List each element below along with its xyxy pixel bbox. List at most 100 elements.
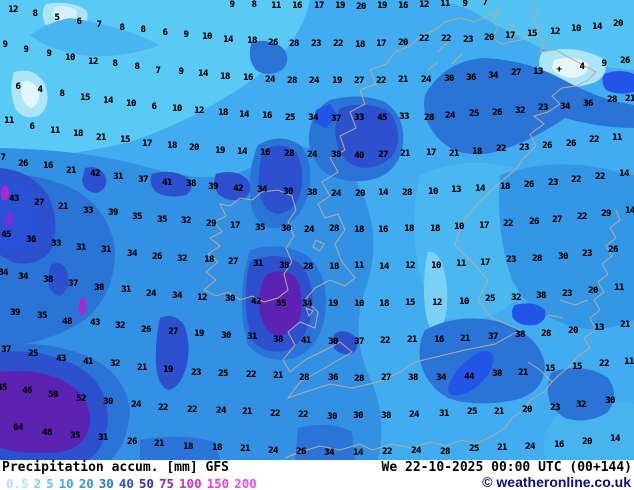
grid-value: 20 bbox=[484, 33, 494, 43]
grid-value: 15 bbox=[405, 298, 415, 308]
grid-value: 24 bbox=[421, 75, 431, 85]
grid-value: 8 bbox=[134, 62, 140, 72]
grid-value: 14 bbox=[379, 262, 389, 272]
grid-value: 27 bbox=[552, 215, 562, 225]
grid-value: 36 bbox=[583, 99, 593, 109]
grid-value: 26 bbox=[524, 180, 534, 190]
map-datetime: We 22-10-2025 00:00 UTC (00+144) bbox=[381, 460, 632, 475]
grid-value: 34 bbox=[324, 448, 334, 458]
grid-value: 28 bbox=[541, 329, 551, 339]
grid-value: 6 bbox=[151, 102, 157, 112]
grid-value: 18 bbox=[404, 224, 414, 234]
grid-value: 23 bbox=[582, 249, 592, 259]
grid-value: 10 bbox=[65, 53, 75, 63]
grid-value: 28 bbox=[289, 39, 299, 49]
grid-value: 22 bbox=[380, 336, 390, 346]
grid-value: 64 bbox=[13, 423, 23, 433]
grid-value: 31 bbox=[121, 285, 131, 295]
grid-value: 21 bbox=[497, 443, 507, 453]
grid-value: 8 bbox=[119, 23, 125, 33]
grid-value: 10 bbox=[172, 104, 182, 114]
grid-value: 48 bbox=[42, 428, 52, 438]
grid-value: 14 bbox=[103, 96, 113, 106]
grid-value: 18 bbox=[73, 129, 83, 139]
grid-value: 9 bbox=[178, 67, 184, 77]
grid-value: 22 bbox=[246, 370, 256, 380]
grid-value: 28 bbox=[402, 188, 412, 198]
grid-value: 29 bbox=[206, 219, 216, 229]
grid-value: 19 bbox=[332, 76, 342, 86]
legend-scale: 0.5 2 5 10 20 30 40 50 75 100 150 200 bbox=[0, 473, 262, 490]
grid-value: 14 bbox=[625, 206, 634, 216]
grid-value: 38 bbox=[94, 283, 104, 293]
grid-value: 35 bbox=[157, 215, 167, 225]
grid-value: 11 bbox=[50, 126, 60, 136]
grid-value: 15 bbox=[527, 29, 537, 39]
grid-value: 39 bbox=[10, 308, 20, 318]
grid-value: 25 bbox=[469, 109, 479, 119]
legend-value: 0.5 bbox=[6, 475, 29, 490]
grid-value: 24 bbox=[265, 75, 275, 85]
grid-value: 25 bbox=[467, 407, 477, 417]
grid-value: 8 bbox=[140, 25, 146, 35]
grid-value: 5 bbox=[54, 13, 60, 23]
grid-value: 20 bbox=[356, 2, 366, 12]
grid-value: 8 bbox=[59, 89, 65, 99]
grid-value: 19 bbox=[163, 365, 173, 375]
grid-value: 24 bbox=[131, 400, 141, 410]
grid-value: 21 bbox=[620, 320, 630, 330]
grid-value: 15 bbox=[545, 364, 555, 374]
copyright-link[interactable]: © weatheronline.co.uk bbox=[482, 474, 631, 490]
grid-value: 31 bbox=[113, 172, 123, 182]
grid-value: 27 bbox=[381, 373, 391, 383]
grid-value: 38 bbox=[307, 188, 317, 198]
grid-value: 26 bbox=[620, 56, 630, 66]
legend-value: 10 bbox=[58, 475, 74, 490]
grid-value: 45 bbox=[1, 230, 11, 240]
grid-value: 7 bbox=[0, 153, 6, 163]
caption-row-2: 0.5 2 5 10 20 30 40 50 75 100 150 200 © weatheronli… bbox=[0, 474, 634, 490]
grid-value: 26 bbox=[566, 139, 576, 149]
grid-value: 37 bbox=[354, 337, 364, 347]
grid-value: 17 bbox=[426, 148, 436, 158]
grid-value: 32 bbox=[177, 254, 187, 264]
grid-value: 32 bbox=[115, 321, 125, 331]
grid-value: 18 bbox=[379, 299, 389, 309]
grid-value: 25 bbox=[218, 369, 228, 379]
caption-bar: Precipitation accum. [mm] GFS We 22-10-2… bbox=[0, 460, 634, 490]
grid-value: 26 bbox=[296, 447, 306, 457]
grid-value: 31 bbox=[253, 259, 263, 269]
grid-value: 26 bbox=[492, 108, 502, 118]
grid-value: 7 bbox=[482, 0, 488, 8]
grid-value: 10 bbox=[428, 187, 438, 197]
grid-value: 18 bbox=[218, 108, 228, 118]
caption-row-1: Precipitation accum. [mm] GFS We 22-10-2… bbox=[0, 460, 634, 475]
grid-value: 26 bbox=[542, 141, 552, 151]
legend-value: 150 bbox=[206, 475, 230, 490]
grid-value: 30 bbox=[328, 337, 338, 347]
grid-value: 34 bbox=[308, 113, 318, 123]
grid-value: 6 bbox=[29, 122, 35, 132]
grid-value: 21 bbox=[154, 439, 164, 449]
grid-value: 33 bbox=[51, 239, 61, 249]
coastlines bbox=[203, 1, 621, 459]
legend-value: 50 bbox=[138, 475, 154, 490]
grid-value: 38 bbox=[279, 261, 289, 271]
grid-value: 9 bbox=[23, 45, 29, 55]
grid-value: 38 bbox=[381, 411, 391, 421]
grid-value: 12 bbox=[8, 5, 18, 15]
grid-value: 21 bbox=[398, 75, 408, 85]
map-title: Precipitation accum. [mm] GFS bbox=[2, 460, 229, 475]
grid-value: 58 bbox=[48, 390, 58, 400]
grid-value: 38 bbox=[536, 291, 546, 301]
grid-value: 37 bbox=[488, 332, 498, 342]
grid-value: 21 bbox=[137, 363, 147, 373]
grid-value: 24 bbox=[268, 446, 278, 456]
grid-value: 23 bbox=[550, 403, 560, 413]
grid-value: 7 bbox=[155, 66, 161, 76]
grid-value: 24 bbox=[411, 446, 421, 456]
grid-value: 30 bbox=[281, 224, 291, 234]
grid-value: 11 bbox=[612, 133, 622, 143]
grid-value: 26 bbox=[152, 252, 162, 262]
grid-value: 14 bbox=[353, 448, 363, 458]
